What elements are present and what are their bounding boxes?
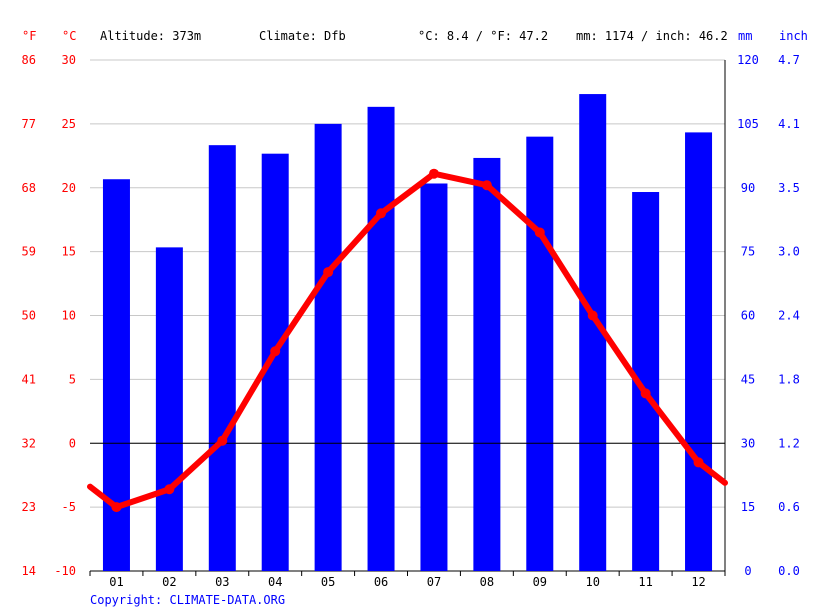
inch-tick-label: 3.5 <box>778 181 800 195</box>
precipitation-bar <box>685 132 713 571</box>
inch-tick-label: 2.4 <box>778 309 800 323</box>
month-label: 11 <box>638 575 652 589</box>
inch-tick-label: 4.7 <box>778 53 800 67</box>
month-label: 10 <box>585 575 599 589</box>
temperature-point <box>534 227 545 238</box>
fahrenheit-unit-label: °F <box>22 29 36 43</box>
temperature-point <box>217 435 228 446</box>
month-label: 05 <box>321 575 335 589</box>
celsius-tick-label: -5 <box>62 500 76 514</box>
fahrenheit-tick-label: 50 <box>22 309 36 323</box>
temperature-point <box>428 168 439 179</box>
month-label: 06 <box>374 575 388 589</box>
temperature-point <box>481 180 492 191</box>
temperature-point <box>164 484 175 495</box>
celsius-tick-label: 25 <box>62 117 76 131</box>
month-label: 12 <box>691 575 705 589</box>
precipitation-bar <box>473 157 501 572</box>
mm-tick-label: 120 <box>737 53 759 67</box>
fahrenheit-tick-label: 14 <box>22 564 36 578</box>
precipitation-bar <box>367 106 395 571</box>
mm-tick-label: 0 <box>744 564 751 578</box>
mm-tick-label: 75 <box>741 245 755 259</box>
precipitation-bar <box>526 136 554 571</box>
celsius-tick-label: 0 <box>69 436 76 450</box>
precipitation-bar <box>420 183 448 571</box>
fahrenheit-tick-label: 23 <box>22 500 36 514</box>
celsius-tick-label: 20 <box>62 181 76 195</box>
month-label: 04 <box>268 575 282 589</box>
mm-tick-label: 15 <box>741 500 755 514</box>
mm-tick-label: 60 <box>741 309 755 323</box>
left-axis-ticks: 86 30 77 25 68 20 59 15 50 10 41 5 32 0 23 -5 14 -10 <box>22 53 76 578</box>
mm-unit-label: mm <box>738 29 752 43</box>
inch-tick-label: 1.2 <box>778 436 800 450</box>
temperature-point <box>376 208 387 219</box>
temperature-point <box>323 267 334 278</box>
altitude-label: Altitude: 373m <box>100 29 201 43</box>
fahrenheit-tick-label: 86 <box>22 53 36 67</box>
inch-tick-label: 0.6 <box>778 500 800 514</box>
celsius-tick-label: 15 <box>62 245 76 259</box>
month-label: 08 <box>480 575 494 589</box>
fahrenheit-tick-label: 41 <box>22 372 36 386</box>
temperature-point <box>111 502 122 513</box>
temperature-point <box>640 388 651 399</box>
month-label: 01 <box>109 575 123 589</box>
celsius-tick-label: 10 <box>62 309 76 323</box>
mm-tick-label: 45 <box>741 372 755 386</box>
fahrenheit-tick-label: 68 <box>22 181 36 195</box>
copyright-label: Copyright: CLIMATE-DATA.ORG <box>90 593 285 607</box>
month-label: 09 <box>533 575 547 589</box>
fahrenheit-tick-label: 32 <box>22 436 36 450</box>
fahrenheit-tick-label: 77 <box>22 117 36 131</box>
average-temperature-label: °C: 8.4 / °F: 47.2 <box>418 29 548 43</box>
temperature-point <box>587 310 598 321</box>
total-precipitation-label: mm: 1174 / inch: 46.2 <box>576 29 728 43</box>
inch-tick-label: 4.1 <box>778 117 800 131</box>
celsius-unit-label: °C <box>62 29 76 43</box>
climate-label: Climate: Dfb <box>259 29 346 43</box>
precipitation-bar <box>208 145 236 571</box>
temperature-polyline <box>87 170 728 511</box>
mm-tick-label: 105 <box>737 117 759 131</box>
celsius-tick-label: 5 <box>69 372 76 386</box>
temperature-line <box>87 168 728 513</box>
x-axis: 01 02 03 04 05 06 07 08 09 10 11 12 <box>89 571 726 589</box>
fahrenheit-tick-label: 59 <box>22 245 36 259</box>
month-label: 02 <box>162 575 176 589</box>
celsius-tick-label: -10 <box>54 564 76 578</box>
gridlines <box>90 59 726 572</box>
inch-tick-label: 3.0 <box>778 245 800 259</box>
mm-tick-label: 30 <box>741 436 755 450</box>
mm-tick-label: 90 <box>741 181 755 195</box>
celsius-tick-label: 30 <box>62 53 76 67</box>
precipitation-bars <box>102 94 713 572</box>
inch-unit-label: inch <box>779 29 808 43</box>
temperature-point <box>693 457 704 468</box>
month-label: 07 <box>427 575 441 589</box>
right-axis-ticks: 120 4.7 105 4.1 90 3.5 75 3.0 60 2.4 45 1.8 30 1.2 15 0… <box>737 53 800 578</box>
inch-tick-label: 0.0 <box>778 564 800 578</box>
precipitation-bar <box>314 123 342 571</box>
precipitation-bar <box>102 179 130 571</box>
inch-tick-label: 1.8 <box>778 372 800 386</box>
precipitation-bar <box>155 247 183 571</box>
temperature-point <box>270 346 281 357</box>
month-label: 03 <box>215 575 229 589</box>
